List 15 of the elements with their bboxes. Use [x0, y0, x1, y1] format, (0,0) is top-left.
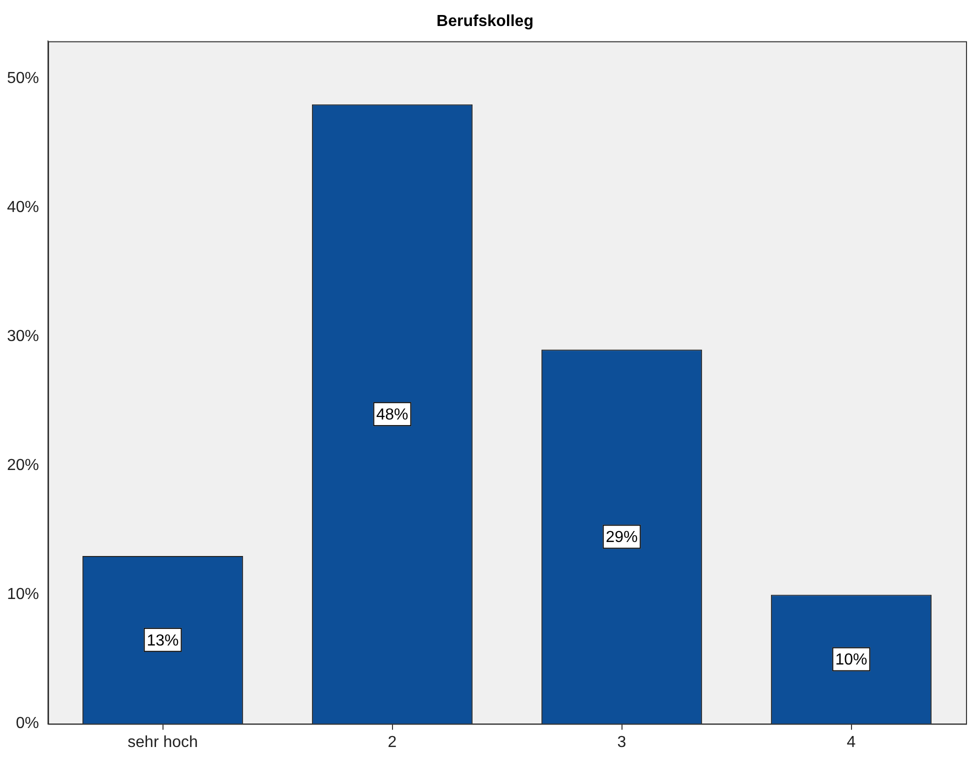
data-label: 10% [835, 652, 868, 669]
y-tick-label: 20% [6, 457, 40, 474]
data-label: 48% [376, 406, 408, 424]
y-tick-label: 0% [16, 715, 40, 732]
y-tick-label: 10% [6, 586, 40, 604]
x-tick-label: 4 [846, 734, 856, 751]
y-tick-label: 30% [6, 328, 40, 346]
x-tick-label: 3 [617, 734, 626, 751]
x-tick-label: sehr hoch [128, 734, 198, 751]
y-tick-label: 50% [6, 70, 40, 88]
y-tick-label: 40% [6, 199, 40, 216]
data-label: 13% [146, 632, 179, 650]
x-tick-label: 2 [388, 734, 397, 751]
chart-title: Berufskolleg [436, 13, 534, 30]
data-label: 29% [606, 529, 638, 546]
